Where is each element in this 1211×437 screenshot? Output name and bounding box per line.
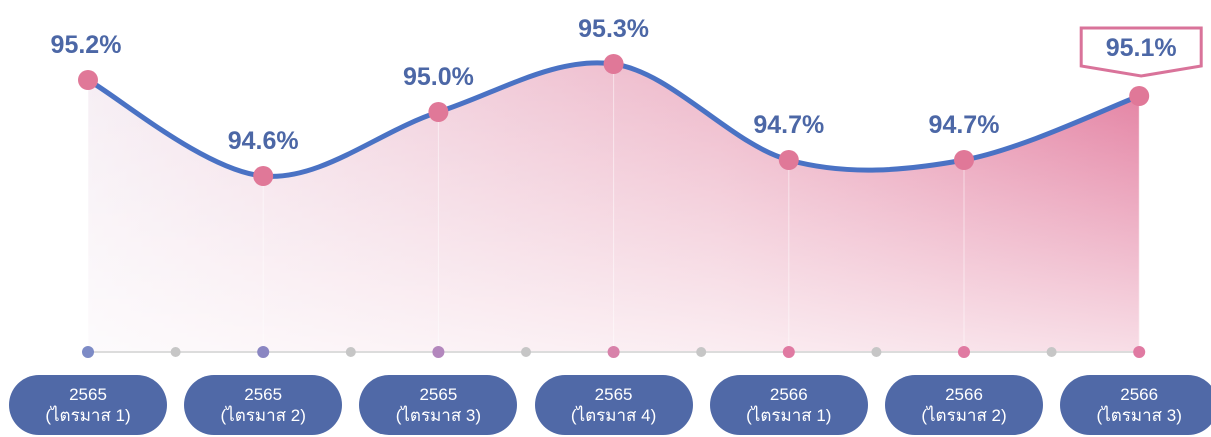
baseline-dot (783, 346, 795, 358)
category-label: 2566 (ไตรมาส 2) (885, 375, 1043, 435)
value-label: 94.6% (228, 127, 299, 155)
marker (954, 150, 974, 170)
baseline-dot (346, 347, 356, 357)
value-label: 95.0% (403, 63, 474, 91)
category-label: 2565 (ไตรมาส 4) (535, 375, 693, 435)
value-label: 95.1% (1106, 34, 1177, 62)
category-label: 2566 (ไตรมาส 1) (710, 375, 868, 435)
baseline-dot (521, 347, 531, 357)
marker (78, 70, 98, 90)
baseline-dot (82, 346, 94, 358)
category-label: 2565 (ไตรมาส 1) (9, 375, 167, 435)
marker (779, 150, 799, 170)
category-label: 2565 (ไตรมาส 3) (359, 375, 517, 435)
category-label: 2565 (ไตรมาส 2) (184, 375, 342, 435)
marker (1129, 86, 1149, 106)
value-label: 94.7% (753, 111, 824, 139)
baseline-dot (1047, 347, 1057, 357)
value-label: 95.2% (51, 31, 122, 59)
chart: 95.2% 94.6% 95.0% 95.3% 94.7% 94.7% 95.1% 2565… (0, 0, 1211, 437)
marker (604, 54, 624, 74)
baseline-dot (432, 346, 444, 358)
value-label: 95.3% (578, 15, 649, 43)
baseline-dot (257, 346, 269, 358)
baseline-dot (958, 346, 970, 358)
baseline-dot (696, 347, 706, 357)
baseline-dot (871, 347, 881, 357)
baseline-dot (1133, 346, 1145, 358)
value-label: 94.7% (929, 111, 1000, 139)
baseline-dot (608, 346, 620, 358)
marker (253, 166, 273, 186)
category-label: 2566 (ไตรมาส 3) (1060, 375, 1211, 435)
marker (428, 102, 448, 122)
chart-canvas: 95.2% 94.6% 95.0% 95.3% 94.7% 94.7% 95.1% (0, 0, 1211, 437)
baseline-dot (171, 347, 181, 357)
